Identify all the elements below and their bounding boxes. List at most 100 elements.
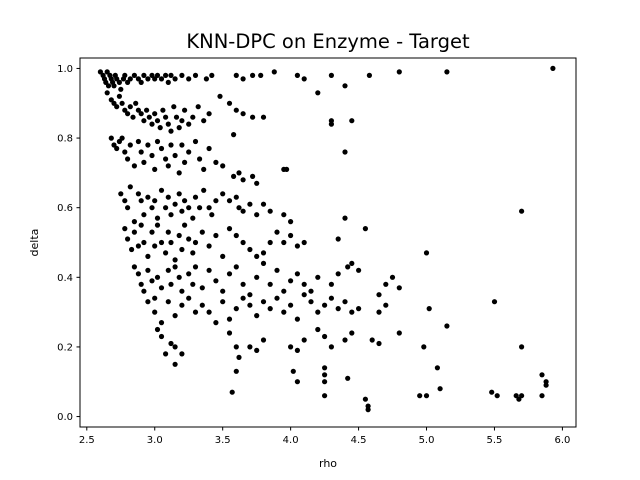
data-point [149,278,155,284]
data-point [201,118,207,124]
data-point [356,306,362,312]
data-point [163,156,169,162]
data-point [240,111,246,117]
data-point [160,107,166,113]
data-point [165,194,171,200]
data-point [114,76,120,82]
data-point [226,198,233,204]
data-point [366,72,372,78]
data-point [186,295,192,301]
data-point [192,72,199,78]
data-point [267,306,273,312]
x-tick-label: 3.5 [215,435,231,446]
data-point [233,194,239,200]
data-point [138,79,144,85]
data-point [516,396,522,402]
data-point [288,302,294,308]
data-point [163,205,169,211]
data-point [345,375,351,381]
data-point [260,337,267,343]
data-point [274,267,280,273]
data-point [190,281,196,287]
data-point [135,138,141,145]
data-point [426,306,432,312]
data-point [168,239,174,246]
data-point [315,309,321,315]
data-point [301,281,307,287]
y-tick-label: 0.8 [57,134,73,145]
data-point [206,243,212,249]
data-point [168,281,174,287]
data-point [356,267,362,273]
data-point [141,118,147,124]
data-point [192,194,199,200]
data-point [335,236,341,242]
data-point [383,302,389,308]
data-point [281,239,287,246]
data-point [233,72,239,78]
data-point [176,232,182,239]
data-point [247,302,253,308]
data-point [539,372,545,378]
data-point [152,243,158,249]
data-point [149,229,155,235]
data-point [141,72,147,78]
data-point [138,149,144,155]
data-point [111,142,117,148]
data-point [145,76,151,82]
data-point [247,344,253,350]
data-point [236,354,242,360]
data-point [376,292,382,298]
data-point [423,393,430,399]
data-point [141,159,147,165]
data-point [116,79,122,85]
data-point [122,72,128,78]
data-point [383,281,389,287]
data-point [168,72,174,78]
data-point [240,281,246,287]
data-point [152,166,158,172]
data-point [165,267,171,273]
data-point [301,239,307,246]
x-tick-label: 6.0 [554,435,570,446]
data-point [206,309,212,315]
data-point [342,83,348,89]
data-point [335,306,341,312]
data-point [254,313,260,319]
data-point [176,125,182,131]
data-point [236,170,242,176]
data-point [152,111,158,117]
data-point [315,274,321,280]
data-point [362,396,368,402]
data-point [396,330,402,336]
data-point [186,205,192,211]
data-point [135,243,141,249]
data-point [165,163,171,169]
data-point [104,69,110,75]
data-point [145,194,151,200]
data-point [199,229,205,235]
data-point [173,114,180,120]
data-point [315,326,321,333]
data-point [190,215,196,221]
data-point [144,107,150,113]
data-point [114,104,120,110]
data-point [421,344,427,350]
data-point [362,226,368,232]
data-point [199,302,205,308]
data-point [145,267,151,273]
data-point [141,288,147,294]
data-point [349,118,355,124]
data-point [213,278,219,284]
data-point [179,118,185,124]
data-point [396,69,402,75]
data-point [165,79,171,85]
data-point [254,180,260,186]
data-point [154,138,161,145]
y-tick-label: 0.0 [57,412,73,423]
data-point [233,264,239,270]
data-point [376,309,382,315]
data-point [135,271,141,277]
data-point [444,69,450,75]
data-point [260,260,267,266]
